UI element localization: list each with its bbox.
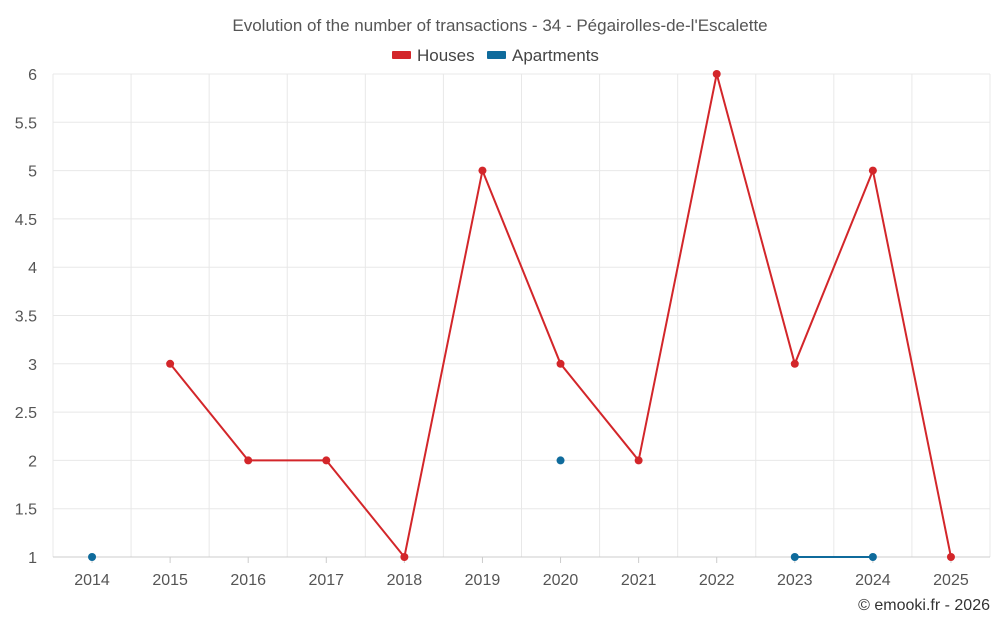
- y-tick-label: 5.5: [15, 115, 37, 132]
- legend-swatch-houses: [392, 51, 411, 59]
- x-tick-label: 2019: [465, 572, 501, 589]
- houses-point: [166, 359, 175, 368]
- apartments-point: [556, 456, 565, 465]
- y-tick-label: 1.5: [15, 502, 37, 519]
- legend-label-houses: Houses: [417, 46, 475, 65]
- x-tick-label: 2025: [933, 572, 969, 589]
- y-tick-label: 3: [28, 357, 37, 374]
- y-axis: 1 1.5 2 2.5 3 3.5 4 4.5 5 5.5 6: [15, 67, 37, 567]
- legend-swatch-apartments: [487, 51, 506, 59]
- legend-label-apartments: Apartments: [512, 46, 599, 65]
- x-tick-label: 2017: [308, 572, 344, 589]
- y-tick-label: 1: [28, 550, 37, 567]
- x-tick-label: 2014: [74, 572, 110, 589]
- apartments-point: [790, 553, 799, 561]
- houses-point: [244, 456, 253, 465]
- x-tick-label: 2018: [387, 572, 423, 589]
- y-tick-label: 3.5: [15, 309, 37, 326]
- x-tick-label: 2021: [621, 572, 657, 589]
- houses-point: [790, 359, 799, 368]
- credit-text: © emooki.fr - 2026: [858, 597, 990, 614]
- x-tick-label: 2016: [230, 572, 266, 589]
- y-tick-label: 6: [28, 67, 37, 84]
- x-tick-label: 2022: [699, 572, 735, 589]
- houses-point: [556, 359, 565, 368]
- legend: Houses Apartments: [392, 46, 599, 65]
- houses-point: [712, 70, 721, 78]
- apartments-point: [88, 553, 97, 561]
- y-tick-label: 4.5: [15, 212, 37, 229]
- x-tick-label: 2023: [777, 572, 813, 589]
- chart-title: Evolution of the number of transactions …: [232, 16, 767, 35]
- houses-point: [322, 456, 331, 465]
- y-tick-label: 5: [28, 164, 37, 181]
- apartments-point: [868, 553, 877, 561]
- series-layer: [88, 70, 955, 561]
- houses-series: [166, 70, 955, 561]
- y-tick-label: 4: [28, 260, 37, 277]
- x-axis: 2014 2015 2016 2017 2018 2019 2020 2021 2022 2023…: [53, 556, 990, 589]
- houses-point: [868, 166, 877, 175]
- grid: [52, 73, 991, 558]
- houses-point: [634, 456, 643, 465]
- houses-point: [400, 553, 409, 561]
- houses-point: [946, 553, 955, 561]
- x-tick-label: 2020: [543, 572, 579, 589]
- y-tick-label: 2.5: [15, 405, 37, 422]
- houses-point: [478, 166, 487, 175]
- y-tick-label: 2: [28, 453, 37, 470]
- apartments-series: [88, 456, 877, 561]
- x-tick-label: 2024: [855, 572, 891, 589]
- x-tick-label: 2015: [152, 572, 188, 589]
